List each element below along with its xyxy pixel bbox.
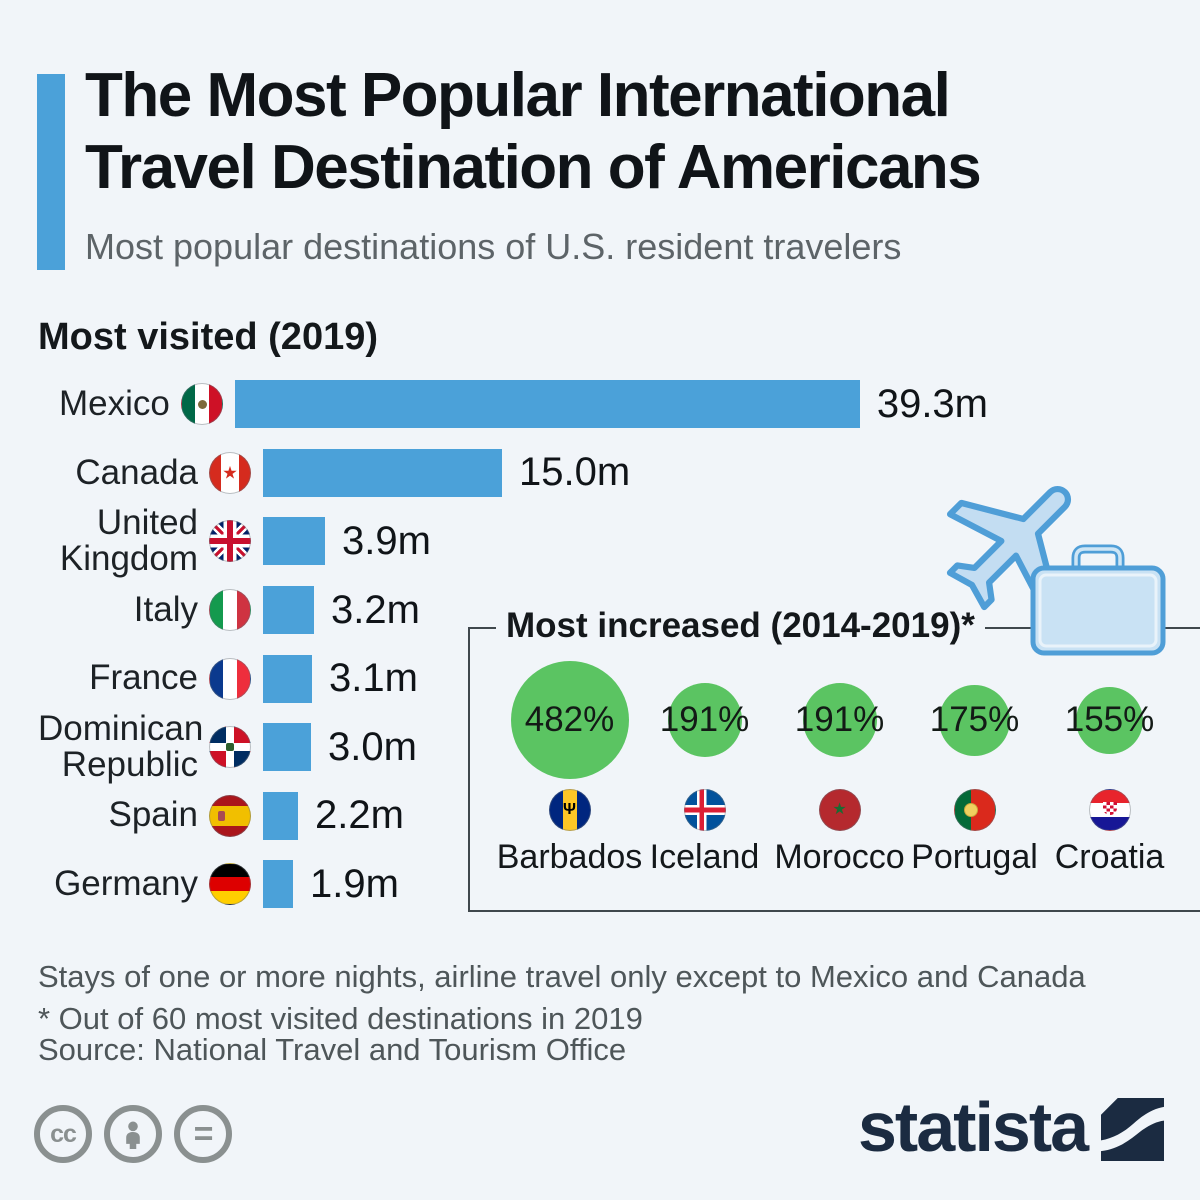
bar-canada	[263, 448, 502, 497]
no-derivatives-equals-icon: =	[174, 1105, 232, 1163]
footer-notes: Stays of one or more nights, airline tra…	[38, 956, 1158, 1039]
morocco-flag-icon	[818, 789, 861, 831]
bar-france	[263, 654, 312, 703]
spain-flag-icon	[209, 794, 251, 837]
title-line-2: Travel Destination of Americans	[85, 132, 982, 202]
germany-flag-icon	[209, 863, 251, 906]
bubble-value-portugal: 175%	[929, 700, 1020, 739]
brand-logo-group: statista	[858, 1088, 1165, 1166]
bubble-label-morocco: Morocco	[774, 838, 905, 876]
bar-value-italy: 3.2m	[331, 587, 420, 632]
most-visited-bar-chart: Mexico 39.3m Canada 15.0m United Kingdom 3.9m…	[38, 370, 988, 919]
bubble-barbados: 482%	[510, 661, 629, 779]
bubble-value-croatia: 155%	[1064, 700, 1155, 739]
cc-icon: cc	[34, 1105, 92, 1163]
bar-italy	[263, 586, 314, 635]
bar-row-italy: Italy 3.2m	[38, 576, 988, 645]
country-label-spain: Spain	[108, 795, 198, 835]
bar-value-germany: 1.9m	[310, 861, 399, 906]
bar-mexico	[234, 380, 860, 429]
country-label-dominican-republic: Dominican Republic	[38, 708, 204, 785]
bar-value-canada: 15.0m	[519, 450, 631, 495]
bar-spain	[263, 791, 298, 840]
bubble-wrap-iceland: 191%	[660, 659, 749, 781]
bubble-value-barbados: 482%	[524, 700, 615, 739]
bubble-label-croatia: Croatia	[1054, 838, 1165, 876]
italy-flag-icon	[209, 589, 251, 632]
title-line-1: The Most Popular International	[85, 61, 951, 130]
bubble-iceland: 191%	[660, 683, 749, 757]
page-subtitle: Most popular destinations of U.S. reside…	[85, 226, 902, 267]
bar-value-united-kingdom: 3.9m	[342, 518, 431, 563]
footnote-asterisk: * Out of 60 most visited destinations in…	[38, 1000, 643, 1036]
suitcase-icon	[1030, 544, 1166, 656]
bubble-value-morocco: 191%	[794, 700, 885, 739]
country-label-italy: Italy	[133, 589, 198, 629]
bubble-croatia: 155%	[1065, 686, 1154, 754]
brand-wordmark: statista	[858, 1088, 1089, 1166]
bubble-wrap-barbados: 482%	[510, 659, 629, 781]
bubble-morocco: 191%	[795, 683, 884, 757]
bubble-wrap-croatia: 155%	[1065, 659, 1154, 781]
bubble-wrap-portugal: 175%	[930, 659, 1019, 781]
most-increased-heading: Most increased (2014-2019)*	[496, 606, 985, 646]
bubble-wrap-morocco: 191%	[795, 659, 884, 781]
bubble-column-croatia: 155% Croatia	[1042, 659, 1177, 877]
united-kingdom-flag-icon	[209, 520, 251, 563]
most-increased-bubble-chart: 482% Barbados 191% Iceland 191% Morocco 175% Po…	[497, 659, 1177, 877]
bubble-column-morocco: 191% Morocco	[772, 659, 907, 877]
page-title: The Most Popular International Travel De…	[85, 60, 1185, 204]
mexico-flag-icon	[180, 383, 223, 426]
bar-row-canada: Canada 15.0m	[38, 439, 988, 508]
bar-row-dominican-republic: Dominican Republic 3.0m	[38, 708, 988, 785]
bar-value-dominican-republic: 3.0m	[328, 724, 417, 769]
bubble-value-iceland: 191%	[659, 700, 750, 739]
country-label-mexico: Mexico	[58, 383, 170, 423]
title-accent-bar	[37, 74, 65, 270]
bubble-column-iceland: 191% Iceland	[637, 659, 772, 877]
bubble-label-iceland: Iceland	[649, 838, 760, 876]
country-label-france: France	[89, 658, 198, 698]
dominican-republic-flag-icon	[209, 726, 251, 769]
croatia-flag-icon	[1088, 789, 1131, 831]
france-flag-icon	[209, 657, 251, 700]
attribution-person-icon	[104, 1105, 162, 1163]
bar-row-spain: Spain 2.2m	[38, 782, 988, 851]
bar-value-spain: 2.2m	[315, 793, 404, 838]
country-label-canada: Canada	[75, 452, 198, 492]
bar-value-france: 3.1m	[329, 656, 418, 701]
bar-row-germany: Germany 1.9m	[38, 850, 988, 919]
barbados-flag-icon	[548, 789, 591, 831]
statista-logo-icon	[1101, 1098, 1165, 1162]
country-label-united-kingdom: United Kingdom	[59, 502, 198, 579]
license-row: cc =	[34, 1105, 232, 1163]
bubble-column-barbados: 482% Barbados	[497, 659, 642, 877]
bar-row-france: France 3.1m	[38, 644, 988, 713]
bubble-label-portugal: Portugal	[911, 838, 1038, 876]
bubble-column-portugal: 175% Portugal	[907, 659, 1042, 877]
bar-value-mexico: 39.3m	[876, 381, 988, 426]
iceland-flag-icon	[683, 789, 726, 831]
country-label-germany: Germany	[54, 864, 198, 904]
bubble-label-barbados: Barbados	[496, 838, 643, 876]
footnote-coverage: Stays of one or more nights, airline tra…	[38, 959, 1086, 994]
portugal-flag-icon	[953, 789, 996, 831]
bar-dominican-republic	[263, 723, 311, 772]
canada-flag-icon	[209, 451, 251, 494]
bar-row-united-kingdom: United Kingdom 3.9m	[38, 502, 988, 579]
bar-row-mexico: Mexico 39.3m	[38, 370, 988, 439]
bar-germany	[263, 860, 293, 909]
bar-united-kingdom	[263, 517, 325, 566]
source-line: Source: National Travel and Tourism Offi…	[38, 1032, 627, 1067]
bubble-portugal: 175%	[930, 684, 1019, 756]
most-visited-heading: Most visited (2019)	[38, 316, 378, 358]
most-increased-panel: Most increased (2014-2019)* 482% Barbados…	[468, 606, 1200, 912]
